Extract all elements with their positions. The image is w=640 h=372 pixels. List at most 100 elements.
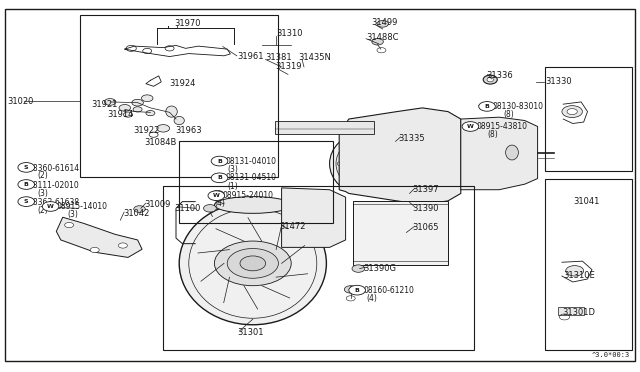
Circle shape — [372, 38, 383, 45]
Text: 31924: 31924 — [170, 79, 196, 88]
Circle shape — [378, 161, 386, 166]
Circle shape — [211, 173, 228, 183]
Text: B: B — [484, 104, 490, 109]
Text: (3): (3) — [37, 189, 48, 198]
Text: 08160-61210: 08160-61210 — [364, 286, 414, 295]
Text: 31336: 31336 — [486, 71, 513, 80]
Circle shape — [479, 102, 495, 111]
Text: 31020: 31020 — [8, 97, 34, 106]
Circle shape — [204, 205, 216, 212]
Ellipse shape — [166, 106, 177, 117]
Text: 31330: 31330 — [545, 77, 572, 86]
Text: 31488C: 31488C — [366, 33, 399, 42]
Text: (3): (3) — [227, 165, 238, 174]
Circle shape — [42, 202, 59, 211]
Text: 31065: 31065 — [412, 223, 438, 232]
Text: 31301D: 31301D — [562, 308, 595, 317]
Circle shape — [132, 99, 143, 106]
Circle shape — [65, 222, 74, 228]
Text: 31301: 31301 — [237, 328, 263, 337]
Circle shape — [348, 144, 355, 148]
Bar — [80, 15, 278, 177]
Text: 31390G: 31390G — [364, 264, 397, 273]
Bar — [545, 67, 632, 171]
Text: (8): (8) — [488, 130, 499, 139]
Text: (2): (2) — [37, 206, 48, 215]
Circle shape — [104, 99, 116, 105]
Text: 08130-83010: 08130-83010 — [493, 102, 544, 111]
Text: 08915-43810: 08915-43810 — [477, 122, 528, 131]
Text: S: S — [24, 199, 29, 204]
Circle shape — [344, 286, 357, 293]
Text: 31914: 31914 — [108, 110, 134, 119]
Circle shape — [146, 110, 155, 116]
Text: 31335: 31335 — [398, 134, 425, 143]
Circle shape — [349, 285, 365, 295]
Circle shape — [157, 125, 170, 132]
Polygon shape — [282, 188, 346, 247]
Text: 31381: 31381 — [266, 53, 292, 62]
Circle shape — [462, 122, 479, 131]
Circle shape — [208, 191, 225, 201]
Polygon shape — [56, 217, 142, 257]
Text: (1): (1) — [227, 182, 238, 190]
Text: 31084B: 31084B — [144, 138, 177, 147]
Text: 31310E: 31310E — [563, 271, 595, 280]
Text: (2): (2) — [37, 171, 48, 180]
Circle shape — [134, 206, 145, 212]
Text: (4): (4) — [366, 294, 377, 303]
Text: 08111-02010: 08111-02010 — [28, 181, 79, 190]
Text: 08363-61638: 08363-61638 — [28, 198, 79, 207]
Circle shape — [214, 241, 291, 286]
Circle shape — [133, 107, 142, 112]
Circle shape — [211, 190, 224, 198]
Text: 31961: 31961 — [237, 52, 263, 61]
Text: 31435N: 31435N — [298, 53, 331, 62]
Text: ^3.0*00:3: ^3.0*00:3 — [592, 352, 630, 358]
Text: 31970: 31970 — [174, 19, 200, 28]
Circle shape — [227, 248, 278, 278]
Text: W: W — [47, 204, 54, 209]
Circle shape — [240, 256, 266, 271]
Circle shape — [18, 163, 35, 172]
Ellipse shape — [214, 196, 291, 214]
Circle shape — [566, 266, 584, 276]
Text: 31472: 31472 — [279, 222, 305, 231]
Ellipse shape — [483, 75, 497, 84]
Text: (8): (8) — [503, 110, 514, 119]
Text: 31963: 31963 — [175, 126, 202, 135]
Circle shape — [352, 265, 365, 272]
Ellipse shape — [179, 202, 326, 325]
Circle shape — [368, 179, 376, 184]
Text: 08131-04510: 08131-04510 — [225, 173, 276, 182]
Bar — [163, 186, 474, 350]
Ellipse shape — [174, 116, 184, 125]
Bar — [558, 307, 584, 315]
Circle shape — [124, 112, 132, 117]
Text: (3): (3) — [67, 210, 78, 219]
Text: B: B — [24, 182, 29, 187]
Bar — [275, 121, 374, 134]
Circle shape — [368, 144, 376, 148]
Text: 31310: 31310 — [276, 29, 303, 38]
Circle shape — [90, 247, 99, 253]
Polygon shape — [353, 201, 448, 265]
Circle shape — [18, 197, 35, 206]
Text: B: B — [217, 175, 222, 180]
Circle shape — [567, 109, 577, 115]
Text: 31397: 31397 — [412, 185, 439, 194]
Text: 31499: 31499 — [371, 18, 397, 27]
Text: W: W — [213, 193, 220, 198]
Circle shape — [141, 95, 153, 102]
Polygon shape — [339, 108, 461, 205]
Text: 31041: 31041 — [573, 197, 600, 206]
Text: B: B — [217, 158, 222, 164]
Circle shape — [337, 161, 345, 166]
Text: B: B — [355, 288, 360, 293]
Bar — [545, 179, 632, 350]
Text: 31042: 31042 — [123, 209, 149, 218]
Text: 08131-04010: 08131-04010 — [225, 157, 276, 166]
Text: 31390: 31390 — [412, 204, 438, 213]
Ellipse shape — [487, 77, 493, 82]
Text: 31009: 31009 — [145, 200, 171, 209]
